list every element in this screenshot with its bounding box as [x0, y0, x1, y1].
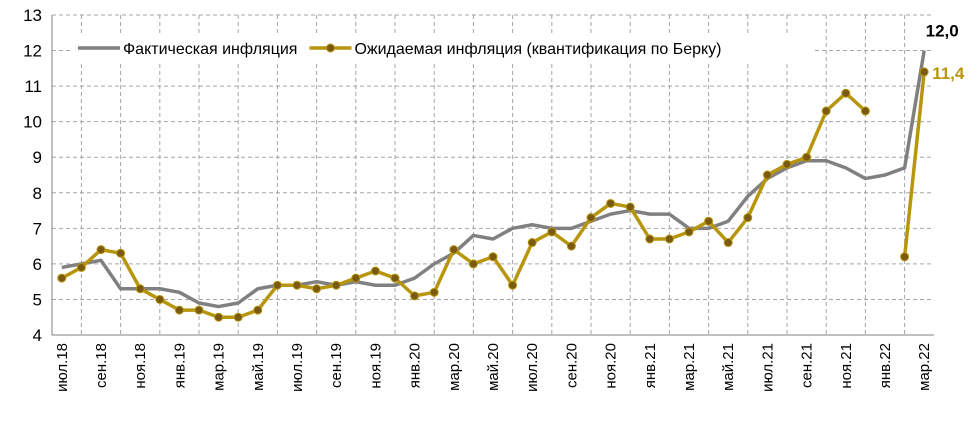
series-marker — [821, 106, 831, 116]
x-tick-label: ноя.18 — [132, 343, 149, 389]
x-tick-label: сен.21 — [799, 343, 816, 388]
series-marker — [312, 284, 322, 294]
series-marker — [135, 284, 145, 294]
y-tick-label: 13 — [23, 6, 42, 25]
x-tick-label: май.21 — [720, 343, 737, 391]
series-marker — [566, 241, 576, 251]
y-tick-label: 11 — [24, 77, 42, 96]
series-marker — [194, 305, 204, 315]
series-marker — [292, 280, 302, 290]
series-marker — [76, 262, 86, 272]
data-label: 12,0 — [926, 22, 959, 41]
x-tick-label: мар.19 — [211, 343, 228, 391]
series-marker — [488, 252, 498, 262]
series-marker — [253, 305, 263, 315]
x-tick-label: май.20 — [485, 343, 502, 391]
legend: Фактическая инфляция Ожидаемая инфляция (… — [70, 35, 815, 61]
series-marker — [116, 248, 126, 258]
series-marker — [723, 238, 733, 248]
legend-marker — [325, 43, 335, 53]
series-marker — [272, 280, 282, 290]
series-marker — [704, 216, 714, 226]
x-tick-label: янв.21 — [642, 343, 659, 388]
y-tick-label: 10 — [23, 113, 42, 132]
x-tick-label: сен.18 — [93, 343, 110, 388]
series-marker — [586, 213, 596, 223]
series-marker — [96, 245, 106, 255]
series-marker — [214, 312, 224, 322]
series-marker — [155, 294, 165, 304]
series-marker — [449, 245, 459, 255]
series-marker — [762, 170, 772, 180]
series-marker — [664, 234, 674, 244]
y-tick-label: 5 — [33, 290, 42, 309]
x-tick-label: сен.19 — [328, 343, 345, 388]
y-tick-label: 6 — [33, 255, 42, 274]
x-tick-label: мар.21 — [681, 343, 698, 391]
y-tick-label: 12 — [23, 42, 42, 61]
x-tick-label: янв.19 — [171, 343, 188, 388]
series-marker — [841, 88, 851, 98]
series-marker — [370, 266, 380, 276]
series-marker — [547, 227, 557, 237]
x-tick-label: янв.22 — [877, 343, 894, 388]
series-marker — [429, 287, 439, 297]
series-marker — [351, 273, 361, 283]
x-tick-label: мар.20 — [446, 343, 463, 391]
x-tick-label: ноя.19 — [367, 343, 384, 389]
y-tick-label: 9 — [33, 148, 42, 167]
series-marker — [782, 159, 792, 169]
legend-label: Фактическая инфляция — [123, 41, 297, 58]
x-tick-label: июл.19 — [289, 343, 306, 392]
series-line — [60, 71, 926, 319]
series-marker — [410, 291, 420, 301]
series-marker — [645, 234, 655, 244]
series-marker — [625, 202, 635, 212]
series-marker — [802, 152, 812, 162]
series-marker — [57, 273, 67, 283]
legend-box — [70, 35, 815, 61]
x-tick-label: ноя.20 — [603, 343, 620, 389]
x-tick-label: май.19 — [250, 343, 267, 391]
series-marker — [860, 106, 870, 116]
series-marker — [390, 273, 400, 283]
series-marker — [919, 67, 929, 77]
x-tick-label: мар.22 — [916, 343, 933, 391]
x-tick-label: сен.20 — [563, 343, 580, 388]
legend-label: Ожидаемая инфляция (квантификация по Бер… — [354, 41, 721, 58]
y-tick-label: 8 — [33, 184, 42, 203]
x-tick-label: янв.20 — [407, 343, 424, 388]
series-line — [61, 50, 926, 309]
series-marker — [468, 259, 478, 269]
x-tick-label: июл.18 — [54, 343, 71, 392]
y-tick-label: 4 — [33, 326, 42, 345]
x-tick-label: июл.20 — [524, 343, 541, 392]
series-marker — [331, 280, 341, 290]
series-marker — [508, 280, 518, 290]
x-tick-label: ноя.21 — [838, 343, 855, 389]
y-tick-label: 7 — [33, 219, 42, 238]
x-tick-label: июл.21 — [759, 343, 776, 392]
series-marker — [900, 252, 910, 262]
series-marker — [174, 305, 184, 315]
series-marker — [743, 213, 753, 223]
series-marker — [527, 238, 537, 248]
data-label: 11,4 — [932, 64, 965, 83]
series-marker — [233, 312, 243, 322]
series-marker — [606, 198, 616, 208]
series-marker — [684, 227, 694, 237]
